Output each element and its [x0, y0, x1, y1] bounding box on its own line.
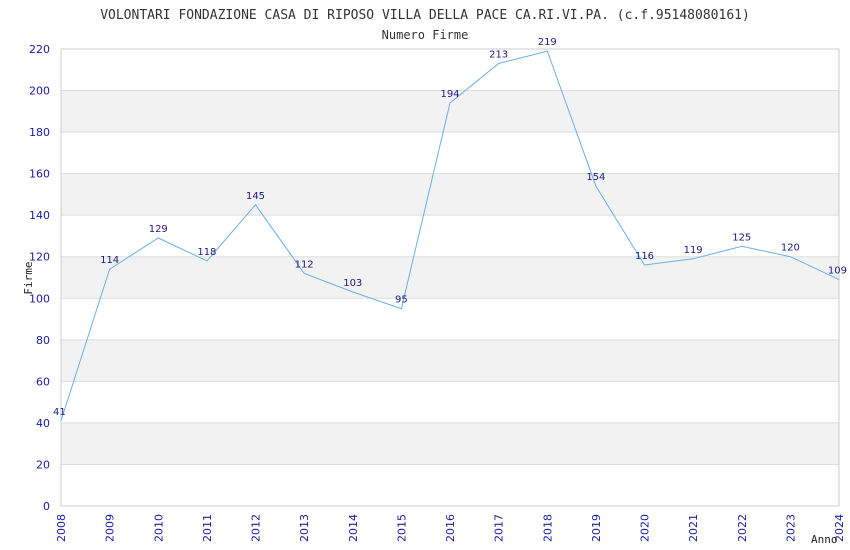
- x-tick-label: 2021: [687, 514, 700, 542]
- y-tick-label: 180: [29, 126, 50, 139]
- y-tick-label: 160: [29, 168, 50, 181]
- data-label: 116: [635, 251, 654, 262]
- x-tick-label: 2024: [833, 514, 846, 542]
- plot-frame: [60, 48, 840, 507]
- data-label: 219: [538, 37, 557, 48]
- data-label: 125: [732, 232, 751, 243]
- grid-band: [61, 339, 839, 382]
- x-tick-label: 2017: [493, 514, 506, 542]
- x-tick-label: 2018: [541, 514, 554, 542]
- x-tick-label: 2020: [639, 514, 652, 542]
- x-tick-label: 2008: [55, 514, 68, 542]
- x-tick-label: 2023: [784, 514, 797, 542]
- y-tick-label: 60: [36, 375, 50, 388]
- gridlines: [61, 48, 839, 507]
- y-tick-label: 40: [36, 417, 50, 430]
- y-tick-label: 220: [29, 43, 50, 56]
- data-label: 112: [295, 259, 314, 270]
- grid-band: [61, 422, 839, 465]
- data-label: 213: [489, 50, 508, 61]
- x-axis-ticks: 2008 2009 2010 2011 2012 2013 2014 2015 2016 2017…: [55, 514, 846, 542]
- x-tick-label: 2016: [444, 514, 457, 542]
- x-tick-label: 2009: [104, 514, 117, 542]
- x-tick-label: 2014: [347, 514, 360, 542]
- data-label: 41: [53, 407, 66, 418]
- data-label: 109: [828, 266, 847, 277]
- data-label: 95: [395, 295, 408, 306]
- data-label: 145: [246, 191, 265, 202]
- y-axis-label: Firme: [22, 261, 35, 294]
- y-tick-label: 0: [43, 500, 50, 513]
- data-label: 103: [343, 278, 362, 289]
- data-label: 129: [149, 224, 168, 235]
- x-tick-label: 2015: [395, 514, 408, 542]
- x-tick-label: 2011: [201, 514, 214, 542]
- y-tick-label: 120: [29, 251, 50, 264]
- y-tick-label: 100: [29, 292, 50, 305]
- data-label: 120: [781, 243, 800, 254]
- x-tick-label: 2012: [250, 514, 263, 542]
- grid-band: [61, 173, 839, 216]
- data-labels: 41 114 129 118 145 112 103 95 194 213 219 154 116 119…: [53, 37, 847, 418]
- x-tick-label: 2022: [736, 514, 749, 542]
- y-tick-label: 80: [36, 334, 50, 347]
- series-line: [60, 50, 840, 421]
- data-label: 154: [586, 172, 605, 183]
- data-label: 119: [684, 245, 703, 256]
- y-tick-label: 140: [29, 209, 50, 222]
- data-label: 114: [100, 255, 119, 266]
- y-axis-ticks: 0 20 40 60 80 100 120 140 160 180 200 220: [29, 43, 50, 513]
- grid-bands: [61, 90, 839, 465]
- y-tick-label: 200: [29, 85, 50, 98]
- grid-band: [61, 90, 839, 133]
- chart-subtitle: Numero Firme: [382, 28, 469, 42]
- x-tick-label: 2010: [152, 514, 165, 542]
- y-tick-label: 20: [36, 458, 50, 471]
- grid-band: [61, 256, 839, 299]
- chart-title: VOLONTARI FONDAZIONE CASA DI RIPOSO VILL…: [100, 8, 750, 23]
- data-label: 118: [197, 247, 216, 258]
- data-label: 194: [440, 89, 459, 100]
- x-tick-label: 2019: [590, 514, 603, 542]
- x-tick-label: 2013: [298, 514, 311, 542]
- x-axis-label: Anno: [811, 533, 838, 546]
